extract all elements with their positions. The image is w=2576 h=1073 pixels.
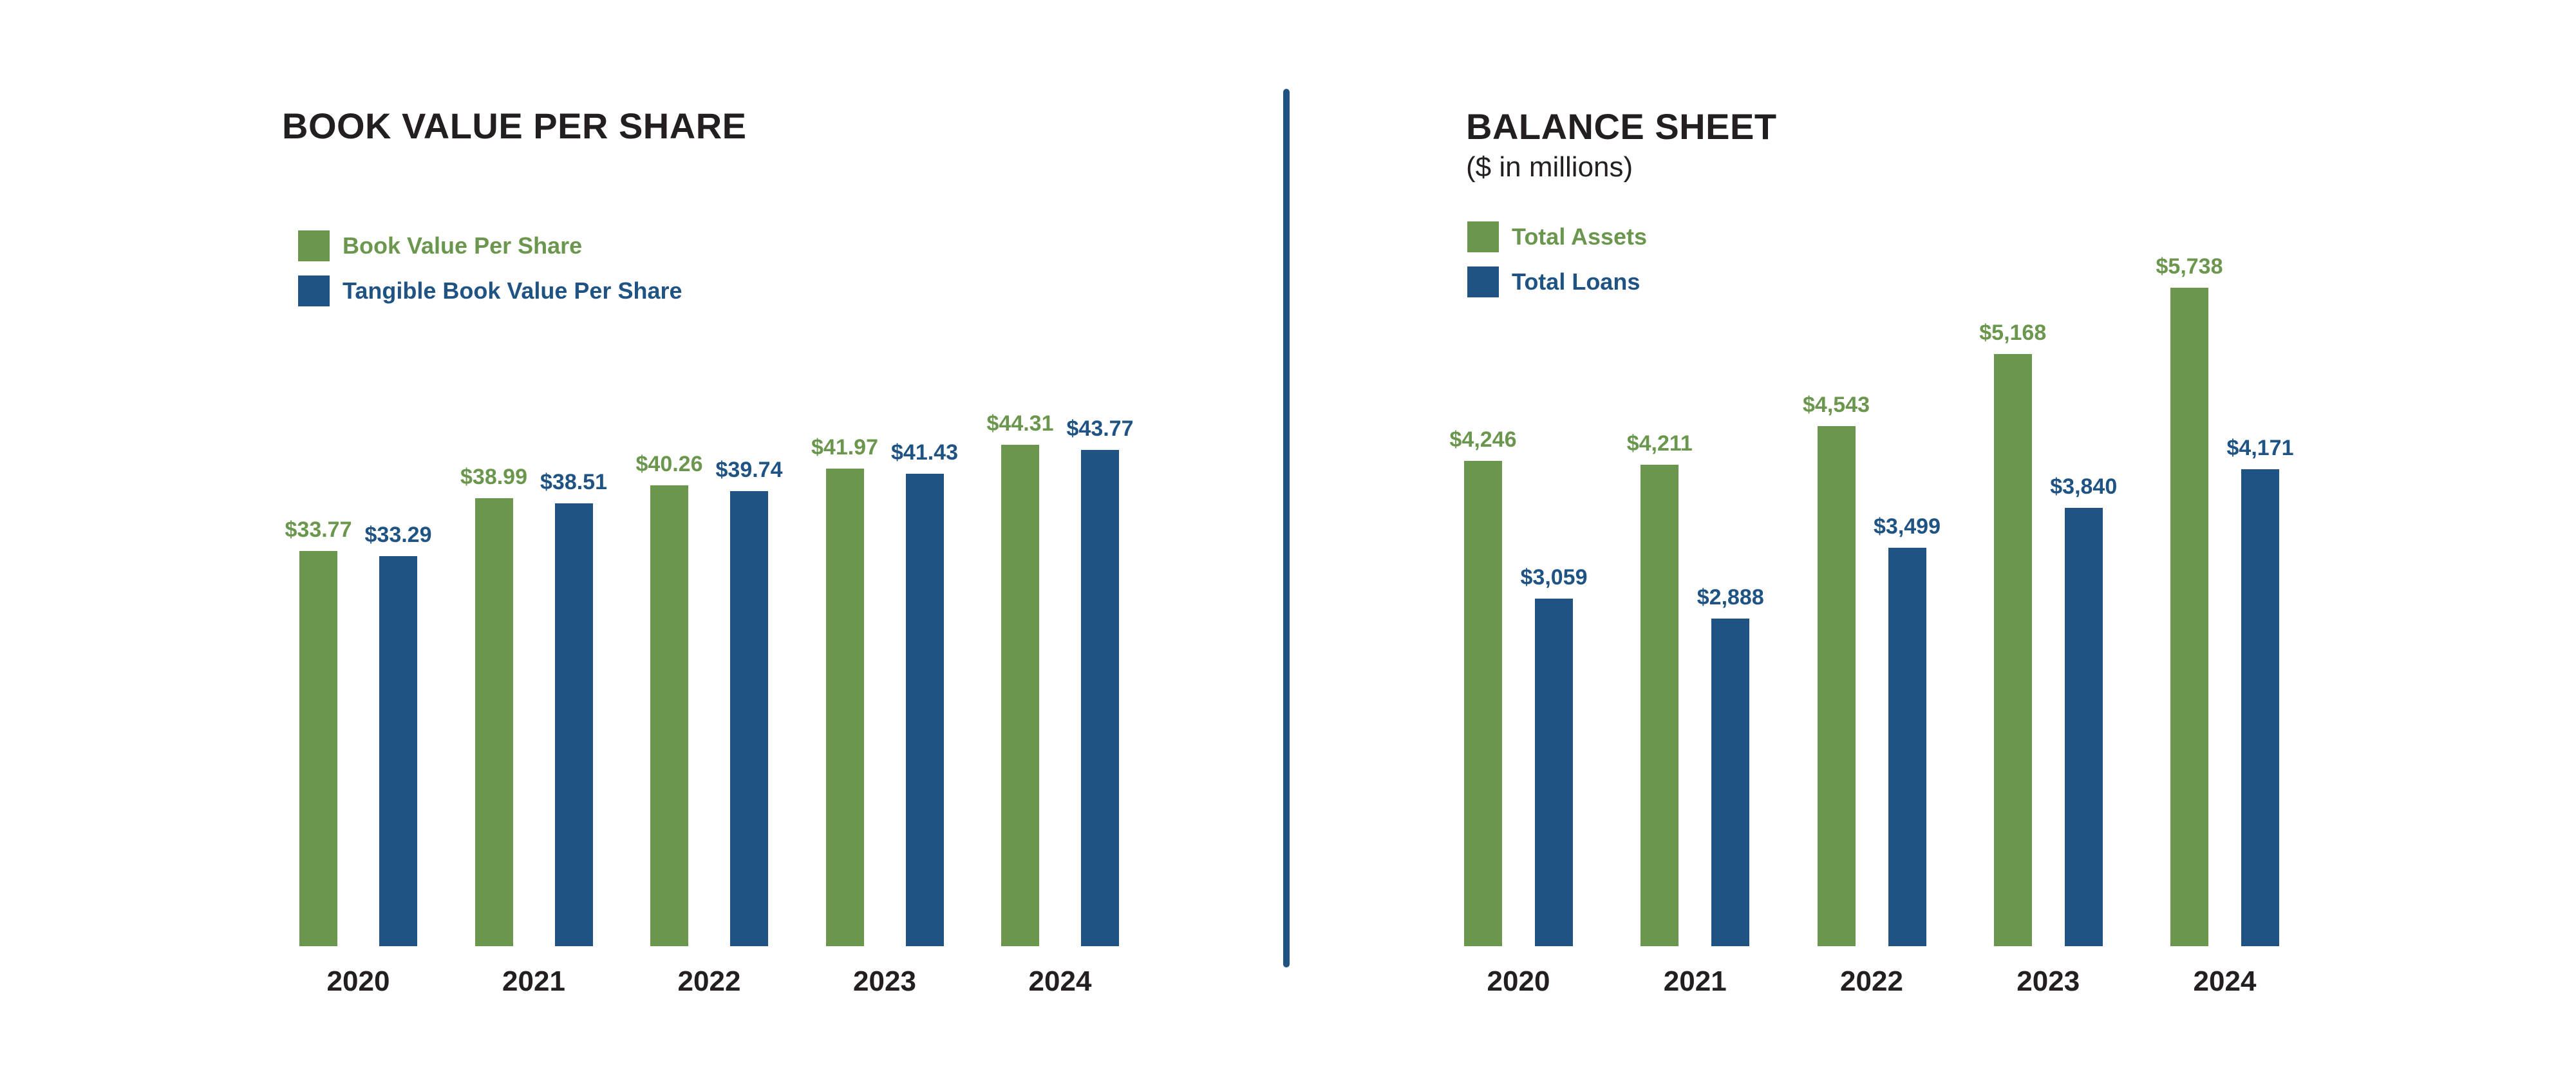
x-axis-label: 2023 — [853, 966, 916, 997]
data-label: $4,171 — [2226, 436, 2294, 461]
legend-item-total-loans: Total Loans — [1467, 266, 1640, 297]
bar-series-b — [1081, 450, 1119, 946]
legend-label: Tangible Book Value Per Share — [343, 277, 682, 304]
data-label: $2,888 — [1697, 584, 1764, 610]
data-label: $43.77 — [1066, 416, 1134, 442]
x-axis-label: 2022 — [1840, 966, 1903, 997]
bar-series-b — [1535, 598, 1573, 946]
bar-series-b — [905, 474, 944, 946]
data-label: $44.31 — [986, 411, 1054, 436]
bar-series-b — [1711, 618, 1750, 946]
bar-series-a — [1817, 426, 1856, 946]
x-axis-label: 2020 — [1487, 966, 1550, 997]
data-label: $40.26 — [635, 452, 703, 477]
x-axis-label: 2023 — [2017, 966, 2080, 997]
data-label: $4,246 — [1449, 427, 1517, 452]
data-label: $4,543 — [1803, 393, 1870, 418]
data-label: $5,738 — [2156, 254, 2223, 279]
x-axis-label: 2021 — [502, 966, 565, 997]
chart-title: BOOK VALUE PER SHARE — [282, 106, 747, 146]
data-label: $3,840 — [2050, 474, 2118, 499]
data-label: $38.99 — [460, 465, 527, 490]
legend-label: Total Loans — [1512, 268, 1641, 295]
legend-item-total-assets: Total Assets — [1467, 221, 1647, 252]
data-label: $3,059 — [1520, 564, 1588, 590]
chart-subtitle: ($ in millions) — [1466, 151, 1633, 183]
data-label: $41.97 — [811, 434, 878, 460]
data-label: $4,211 — [1626, 431, 1693, 456]
legend-swatch-blue — [298, 275, 330, 306]
bar-series-b — [2064, 508, 2103, 946]
bar-series-a — [825, 468, 864, 946]
bar-series-b — [554, 503, 593, 946]
bar-series-b — [730, 490, 768, 946]
x-axis-label: 2024 — [1028, 966, 1092, 997]
x-axis-label: 2024 — [2193, 966, 2257, 997]
data-label: $39.74 — [715, 457, 783, 482]
bar-series-a — [650, 485, 688, 946]
data-label: $33.29 — [364, 522, 432, 547]
bar-series-a — [1464, 460, 1502, 946]
data-label: $3,499 — [1874, 514, 1941, 539]
chart-title: BALANCE SHEET — [1466, 106, 1777, 147]
legend-swatch-green — [1467, 221, 1499, 252]
vertical-divider — [1283, 89, 1290, 967]
data-label: $38.51 — [540, 469, 607, 494]
legend-label: Book Value Per Share — [343, 232, 583, 259]
bar-series-a — [299, 550, 337, 946]
legend-swatch-blue — [1467, 266, 1499, 297]
x-axis-label: 2021 — [1663, 966, 1727, 997]
legend-item-book-value: Book Value Per Share — [298, 230, 582, 261]
legend-swatch-green — [298, 230, 330, 261]
legend-label: Total Assets — [1512, 223, 1648, 250]
x-axis-label: 2022 — [677, 966, 741, 997]
bar-series-a — [1993, 353, 2032, 946]
data-label: $41.43 — [891, 440, 958, 465]
data-label: $5,168 — [1979, 320, 2047, 345]
bar-series-a — [1001, 445, 1039, 946]
bar-series-a — [475, 498, 513, 946]
bar-series-b — [1888, 547, 1926, 946]
bar-series-b — [2241, 469, 2279, 946]
legend-item-tangible-book-value: Tangible Book Value Per Share — [298, 275, 682, 306]
bar-series-a — [2170, 287, 2208, 946]
bar-series-a — [1641, 465, 1679, 946]
bar-series-b — [379, 555, 417, 946]
data-label: $33.77 — [285, 517, 352, 542]
x-axis-label: 2020 — [326, 966, 390, 997]
